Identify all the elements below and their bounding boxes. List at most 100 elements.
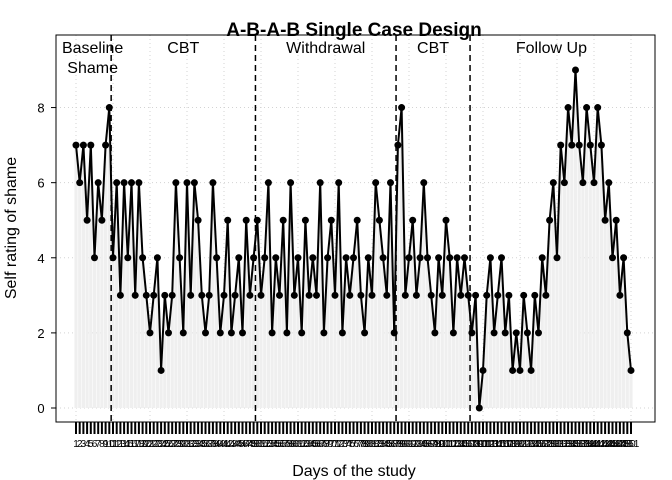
area-bar	[155, 257, 159, 408]
area-bar	[237, 257, 241, 408]
area-bar	[551, 182, 555, 408]
data-point	[390, 329, 398, 337]
area-bar	[625, 332, 629, 408]
series-segment	[371, 182, 377, 296]
series-segment	[463, 257, 470, 296]
data-point	[431, 329, 439, 337]
data-point	[102, 141, 110, 149]
series-segment	[108, 107, 114, 258]
x-tick-label: 123	[519, 439, 536, 450]
series-segment	[163, 295, 170, 333]
x-tick-label: 133	[556, 439, 573, 450]
x-tick-label: 102	[441, 439, 458, 450]
area-bar	[366, 257, 370, 408]
area-bar	[374, 182, 378, 408]
y-tick-label: 6	[37, 176, 44, 191]
x-tick-label: 29	[174, 439, 186, 450]
x-tick-label: 140	[582, 439, 599, 450]
area-bar	[559, 145, 563, 408]
data-point	[253, 216, 261, 224]
x-tick-label: 115	[490, 439, 506, 450]
series-segment	[230, 295, 237, 333]
series-segment	[385, 182, 392, 296]
y-tick-label: 0	[37, 401, 44, 416]
area-bar	[207, 295, 211, 408]
x-tick-label: 141	[586, 439, 603, 450]
point-layer	[72, 66, 635, 412]
data-point	[594, 104, 602, 112]
data-point	[498, 254, 505, 262]
area-bar	[381, 257, 385, 408]
x-tick-label: 70	[326, 439, 338, 450]
x-tick-label: 16	[126, 439, 138, 450]
area-bar	[300, 332, 304, 408]
series-segment	[393, 145, 399, 333]
area-bar	[181, 332, 185, 408]
area-bar	[196, 220, 200, 408]
phase-lines	[110, 35, 471, 422]
x-tick-label: 109	[467, 439, 484, 450]
data-point	[246, 291, 254, 299]
x-tick-label: 127	[534, 439, 551, 450]
x-tick-label: 39	[211, 439, 223, 450]
data-point	[257, 291, 265, 299]
area-bar	[462, 257, 467, 408]
area-bar	[344, 257, 348, 408]
data-point	[224, 216, 232, 224]
area-bar	[248, 295, 252, 408]
series-segment	[322, 257, 329, 333]
x-tick-label: 1	[73, 439, 79, 450]
area-bar	[226, 220, 230, 408]
x-tick-label: 3	[81, 439, 87, 450]
y-axis: 0 2 4 6 8	[37, 101, 56, 416]
data-point	[198, 291, 206, 299]
x-tick-label: 51	[255, 439, 267, 450]
x-tick-label: 93	[411, 439, 423, 450]
data-point	[486, 254, 494, 262]
y-tick-label: 2	[37, 326, 44, 341]
series-segment	[200, 295, 207, 333]
data-point	[523, 329, 531, 337]
area-bar	[577, 145, 581, 408]
x-tick-label: 119	[505, 439, 521, 450]
area-bar	[440, 295, 444, 408]
series-segment	[411, 220, 418, 296]
data-point	[220, 291, 228, 299]
area-bar	[129, 182, 134, 408]
x-tick-label: 18	[133, 439, 145, 450]
data-point	[612, 216, 620, 224]
x-tick-label: 50	[252, 439, 264, 450]
phase-labels: Baseline Shame CBT Withdrawal CBT Follow Up	[62, 40, 587, 77]
series-segment	[75, 145, 81, 183]
data-point	[449, 329, 457, 337]
series-segment	[585, 107, 592, 146]
data-point	[105, 104, 113, 112]
x-tick-label: 121	[512, 439, 529, 450]
x-tick-label: 21	[144, 439, 156, 450]
data-point	[342, 254, 350, 262]
data-point	[327, 216, 335, 224]
area-bar	[189, 295, 193, 408]
series-segment	[378, 220, 385, 258]
x-tick-label: 40	[215, 439, 227, 450]
series-segment	[86, 145, 92, 221]
data-point	[161, 291, 169, 299]
series-segment	[167, 295, 174, 333]
area-bar	[422, 182, 426, 408]
x-tick-label: 65	[307, 439, 319, 450]
area-bar	[418, 257, 422, 408]
series-segment	[482, 295, 488, 371]
area-bar	[507, 295, 511, 408]
data-point	[209, 179, 217, 187]
x-tick-label: 2	[77, 439, 83, 450]
series-segment	[215, 257, 222, 333]
data-point	[335, 179, 343, 187]
area-bar	[618, 295, 622, 408]
x-tick-label: 81	[366, 439, 378, 450]
area-bar	[610, 257, 615, 408]
series-segment	[315, 182, 322, 296]
data-point	[298, 329, 306, 337]
data-point	[453, 254, 461, 262]
series-segment	[456, 257, 462, 296]
